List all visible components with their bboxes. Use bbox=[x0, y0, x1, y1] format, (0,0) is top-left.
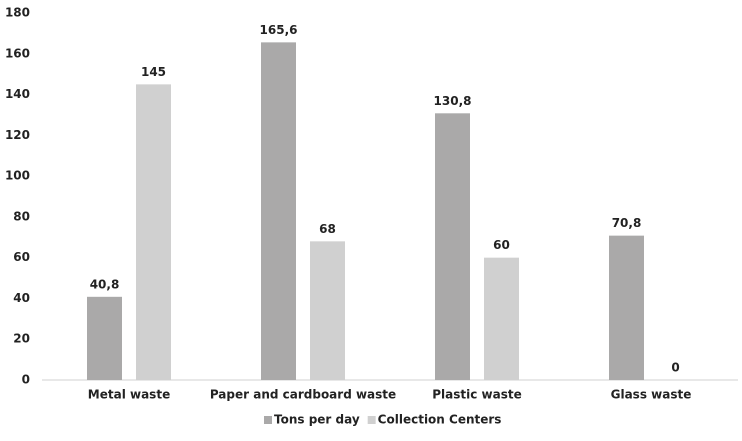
y-tick-label: 100 bbox=[5, 169, 30, 183]
data-label: 68 bbox=[319, 222, 336, 236]
data-label: 145 bbox=[141, 65, 166, 79]
x-tick-label: Metal waste bbox=[88, 388, 170, 402]
y-tick-label: 140 bbox=[5, 87, 30, 101]
y-tick-label: 120 bbox=[5, 128, 30, 142]
y-tick-label: 60 bbox=[13, 250, 30, 264]
y-tick-label: 180 bbox=[5, 6, 30, 20]
bar bbox=[310, 241, 345, 380]
data-label: 130,8 bbox=[434, 94, 472, 108]
data-label: 0 bbox=[671, 361, 679, 375]
x-tick-label: Paper and cardboard waste bbox=[210, 388, 396, 402]
y-tick-label: 80 bbox=[13, 209, 30, 223]
y-tick-label: 160 bbox=[5, 46, 30, 60]
bar bbox=[261, 42, 296, 381]
bar bbox=[435, 113, 470, 381]
legend-swatch bbox=[264, 416, 272, 424]
bar bbox=[87, 296, 122, 380]
bar bbox=[136, 84, 171, 380]
y-tick-label: 0 bbox=[22, 373, 30, 387]
x-tick-label: Glass waste bbox=[611, 388, 692, 402]
data-label: 70,8 bbox=[612, 216, 642, 230]
legend-swatch bbox=[367, 416, 376, 424]
y-tick-label: 40 bbox=[13, 291, 30, 305]
legend-label: Tons per day bbox=[274, 413, 360, 427]
bar bbox=[609, 235, 644, 380]
bar bbox=[484, 257, 519, 380]
y-tick-label: 20 bbox=[13, 332, 30, 346]
data-label: 165,6 bbox=[260, 23, 298, 37]
x-tick-label: Plastic waste bbox=[432, 388, 522, 402]
data-label: 60 bbox=[493, 238, 510, 252]
data-label: 40,8 bbox=[90, 277, 120, 291]
legend-label: Collection Centers bbox=[378, 413, 502, 427]
